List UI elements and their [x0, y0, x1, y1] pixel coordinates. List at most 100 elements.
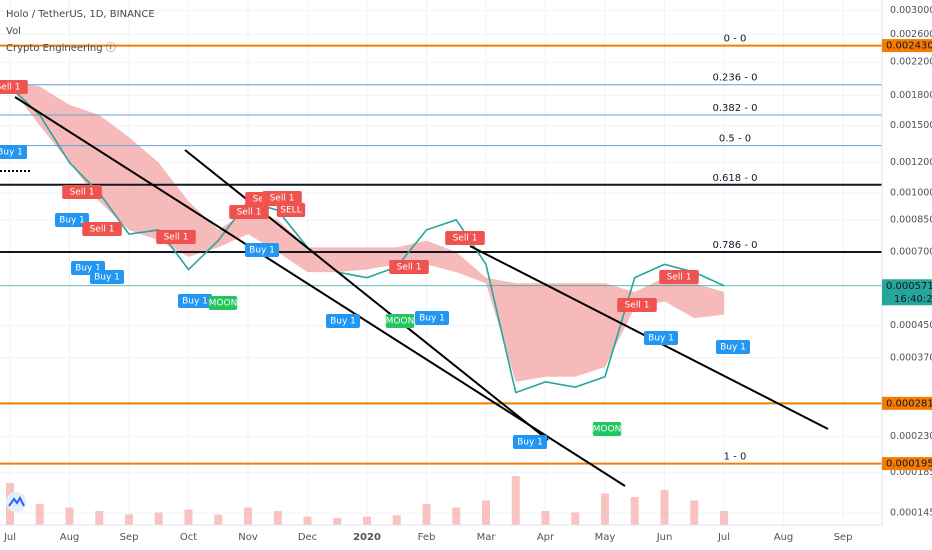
volume-bar — [95, 511, 104, 525]
fib-label: 0.5 - 0 — [719, 134, 751, 145]
signal-label: SELL — [280, 206, 301, 216]
signal-label: Buy 1 — [330, 317, 356, 327]
volume-bar — [35, 504, 44, 525]
signal-label: Buy 1 — [249, 246, 275, 256]
signal-label: Sell 1 — [70, 188, 95, 198]
signal-badge — [592, 422, 622, 436]
signal-label: Buy 1 — [59, 216, 85, 226]
volume-bar — [273, 511, 282, 525]
y-tick-label: 0.0022000 — [890, 57, 932, 68]
y-tick-label: 0.0001850 — [890, 467, 932, 478]
y-tick-label: 0.0008500 — [890, 214, 932, 225]
signal-badge — [156, 230, 196, 244]
volume-bar — [452, 507, 461, 525]
y-tick-label: 0.0010000 — [890, 187, 932, 198]
volume-bar — [244, 507, 252, 525]
volume-bar — [571, 512, 580, 525]
fib-label: 0.382 - 0 — [713, 103, 758, 114]
price-line — [9, 85, 725, 394]
logo — [6, 492, 26, 512]
signal-badge — [415, 311, 449, 325]
x-tick-label: Mar — [477, 532, 497, 543]
signal-label: Buy 1 — [720, 343, 746, 353]
signal-label: MOON — [386, 317, 415, 327]
price-badge — [882, 396, 932, 410]
volume-bar — [720, 511, 728, 525]
x-tick-label: Aug — [774, 532, 794, 543]
price-badge-time: 16:40:21 — [894, 294, 932, 305]
signal-label: Buy 1 — [517, 438, 543, 448]
signal-badge — [385, 314, 415, 328]
price-badge-label: 0.0024308 — [886, 41, 932, 52]
x-tick-label: Jul — [717, 532, 730, 543]
volume-bar — [660, 490, 669, 525]
signal-badge — [513, 435, 547, 449]
volume-bar — [303, 516, 312, 525]
signal-label: MOON — [209, 299, 238, 309]
signal-label: Sell 1 — [270, 194, 295, 204]
volume-bar — [422, 504, 431, 525]
volume-bar — [214, 514, 223, 525]
signal-badge — [55, 213, 89, 227]
y-tick-label: 0.0012000 — [890, 157, 932, 168]
x-tick-label: Jul — [3, 532, 16, 543]
signal-badge — [659, 270, 699, 284]
y-tick-label: 0.0015000 — [890, 120, 932, 131]
fib-label: 0.618 - 0 — [713, 173, 758, 184]
signal-label: Buy 1 — [419, 314, 445, 324]
signal-label: Sell 1 — [164, 233, 189, 243]
y-tick-label: 0.0018000 — [890, 90, 932, 101]
y-tick-label: 0.0003700 — [890, 352, 932, 363]
x-tick-label: Oct — [180, 532, 197, 543]
signal-badge — [276, 203, 306, 217]
price-badge-label: 0.0002811 — [886, 398, 932, 409]
y-tick-label: 0.0004500 — [890, 320, 932, 331]
signal-badge — [245, 243, 279, 257]
volume-bar — [601, 493, 609, 525]
signal-label: Sell 1 — [397, 263, 422, 273]
signal-label: Sell 1 — [667, 273, 692, 283]
price-badge — [882, 457, 932, 471]
y-tick-label: 0.0001450 — [890, 508, 932, 519]
signal-label: Buy 1 — [0, 148, 23, 158]
fib-label: 1 - 0 — [724, 452, 747, 463]
y-tick-label: 0.0026000 — [890, 29, 932, 40]
signal-label: Buy 1 — [94, 273, 120, 283]
axes: 0.0030000 0.0026000 0.0022000 0.0018000 0.00… — [3, 5, 932, 543]
signal-label: Sell 1 — [90, 225, 115, 235]
signal-label: Buy 1 — [75, 264, 101, 274]
volume-bar — [333, 518, 342, 525]
signal-label: MOON — [593, 425, 622, 435]
signal-label: Buy 1 — [648, 334, 674, 344]
signal-badge — [716, 340, 750, 354]
signal-label: Sell 1 — [625, 301, 650, 311]
y-tick-label: 0.0030000 — [890, 5, 932, 16]
signal-label: Sell 1 — [237, 208, 262, 218]
y-tick-label: 0.0002300 — [890, 431, 932, 442]
signal-label: Sell 1 — [453, 234, 478, 244]
fib-label: 0.786 - 0 — [713, 240, 758, 251]
signal-badge — [389, 260, 429, 274]
volume-bar — [65, 507, 74, 525]
x-tick-label: Nov — [238, 532, 258, 543]
plot: 0 - 0 0.236 - 0 0.382 - 0 0.5 - 0 0.618 - 0 0… — [0, 34, 882, 525]
x-tick-label: Sep — [120, 532, 139, 543]
volume-bar — [541, 511, 550, 525]
volume-bar — [511, 476, 520, 525]
signal-badge — [326, 314, 360, 328]
indicator-label: Crypto Engineering ⓘ — [6, 42, 116, 54]
signal-badge — [445, 231, 485, 245]
volume-bar — [630, 497, 639, 525]
signal-badge — [262, 191, 302, 205]
fib-label: 0 - 0 — [724, 34, 747, 45]
x-tick-label: Jun — [656, 532, 673, 543]
volume-bar — [363, 516, 371, 525]
x-tick-label: 2020 — [353, 532, 381, 543]
cloud — [10, 82, 724, 382]
volume-bar — [392, 515, 401, 525]
signal-badge — [0, 145, 27, 159]
x-tick-label: Feb — [418, 532, 436, 543]
volume-bar — [184, 509, 193, 525]
